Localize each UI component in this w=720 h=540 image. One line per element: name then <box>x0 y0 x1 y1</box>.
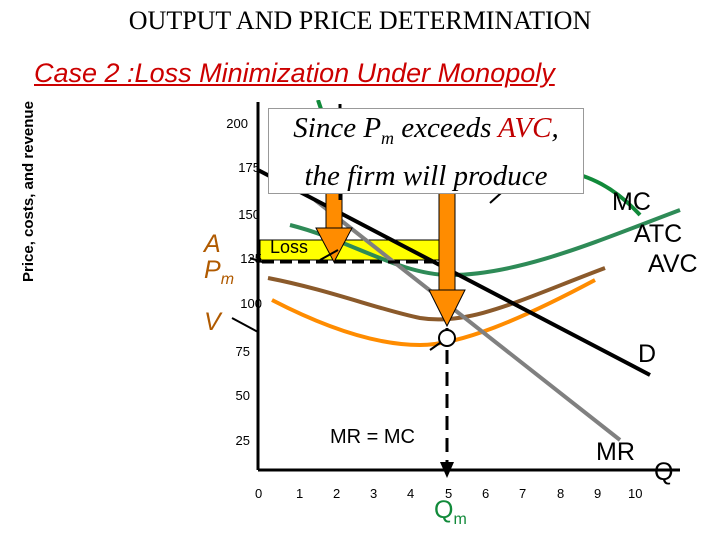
mc-arrow <box>428 179 466 328</box>
pm-pointer <box>249 257 263 263</box>
label-v: V <box>204 308 221 336</box>
y-tick-200: 200 <box>226 116 248 131</box>
x-tick-6: 6 <box>482 486 490 501</box>
label-qm-q: Q <box>434 496 454 524</box>
label-mr-eq-mc: MR = MC <box>330 426 415 448</box>
x-tick-10: 10 <box>628 486 643 501</box>
label-a: A <box>204 230 221 258</box>
label-atc: ATC <box>634 220 683 248</box>
x-tick-5: 5 <box>445 486 453 501</box>
y-tick-75: 75 <box>235 344 250 359</box>
x-tick-3: 3 <box>370 486 378 501</box>
avc-curve <box>267 266 606 322</box>
callout-avc: AVC <box>498 112 552 144</box>
x-tick-8: 8 <box>557 486 565 501</box>
x-tick-0: 0 <box>255 486 263 501</box>
label-mc: MC <box>612 188 651 216</box>
label-qm-sub: m <box>453 511 467 528</box>
label-avc: AVC <box>648 250 698 278</box>
page-title: OUTPUT AND PRICE DETERMINATION <box>128 6 592 35</box>
callout-line-2: the firm will produce <box>304 159 548 192</box>
page-subtitle: Case 2 :Loss Minimization Under Monopoly <box>34 58 555 88</box>
qm-arrow-head <box>440 462 454 478</box>
label-d: D <box>638 340 657 368</box>
label-mr: MR <box>596 438 635 466</box>
callout-text-2: exceeds <box>394 112 499 144</box>
y-tick-125: 125 <box>240 251 262 266</box>
x-tick-4: 4 <box>407 486 415 501</box>
y-tick-25: 25 <box>235 433 250 448</box>
callout-text-1: Since P <box>293 112 382 144</box>
loss-pointer <box>319 249 339 261</box>
callout-sub: m <box>381 127 395 148</box>
x-tick-2: 2 <box>333 486 341 501</box>
y-tick-175: 175 <box>238 160 260 175</box>
mr-mc-intersection <box>438 329 456 347</box>
label-qm: Qm <box>434 496 467 529</box>
callout-text-3: , <box>551 112 559 144</box>
v-pointer <box>231 317 259 333</box>
x-tick-9: 9 <box>594 486 602 501</box>
label-pm-p: P <box>204 256 221 284</box>
label-loss: Loss <box>270 237 309 257</box>
x-tick-7: 7 <box>519 486 527 501</box>
y-tick-100: 100 <box>240 296 262 311</box>
y-tick-50: 50 <box>235 388 250 403</box>
callout-box: Since Pm exceeds AVC, the firm will prod… <box>268 108 584 194</box>
label-pm: Pm <box>204 256 234 289</box>
label-pm-sub: m <box>220 271 235 288</box>
x-tick-1: 1 <box>296 486 304 501</box>
mr-curve <box>313 198 622 442</box>
x-axis-label: Q <box>654 458 674 486</box>
y-tick-150: 150 <box>238 207 260 222</box>
